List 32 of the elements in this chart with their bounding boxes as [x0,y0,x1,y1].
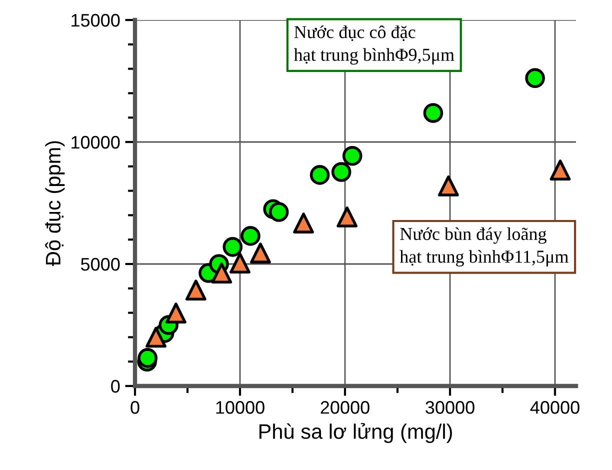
point [550,160,571,181]
point [423,103,444,123]
y-tick-label: 15000 [72,14,120,27]
text: Nước đục cô đặc hạt trung bìnhΦ9,5μm [294,25,454,65]
y-axis-title: Độ đục (ppm) [45,141,65,266]
point [342,146,362,166]
point [146,326,166,348]
point [336,206,358,228]
point [310,165,330,185]
x-tick-label: 20000 [320,401,370,414]
point [138,348,158,368]
point [293,212,314,234]
y-tick-label: 5000 [80,258,120,271]
point [331,162,352,182]
x-tick-label: 10000 [216,401,264,414]
x-tick-label: 30000 [426,401,474,414]
y-tick-label: 10000 [72,136,120,149]
x-tick-label: 40000 [530,401,580,414]
point [222,237,243,257]
point [268,202,289,222]
point [240,226,260,246]
x-axis-title: Phù sa lơ lửng (mg/l) [259,422,452,444]
x-tick-label: 0 [130,401,140,414]
y-tick-label: 0 [111,380,120,393]
text: Nước bùn đáy loãng hạt trung bìnhΦ11,5μm [400,227,568,267]
point [211,262,232,284]
point [250,242,271,264]
point [166,302,186,324]
point [185,280,206,301]
point [230,252,250,274]
point [438,175,459,196]
point [525,68,545,88]
